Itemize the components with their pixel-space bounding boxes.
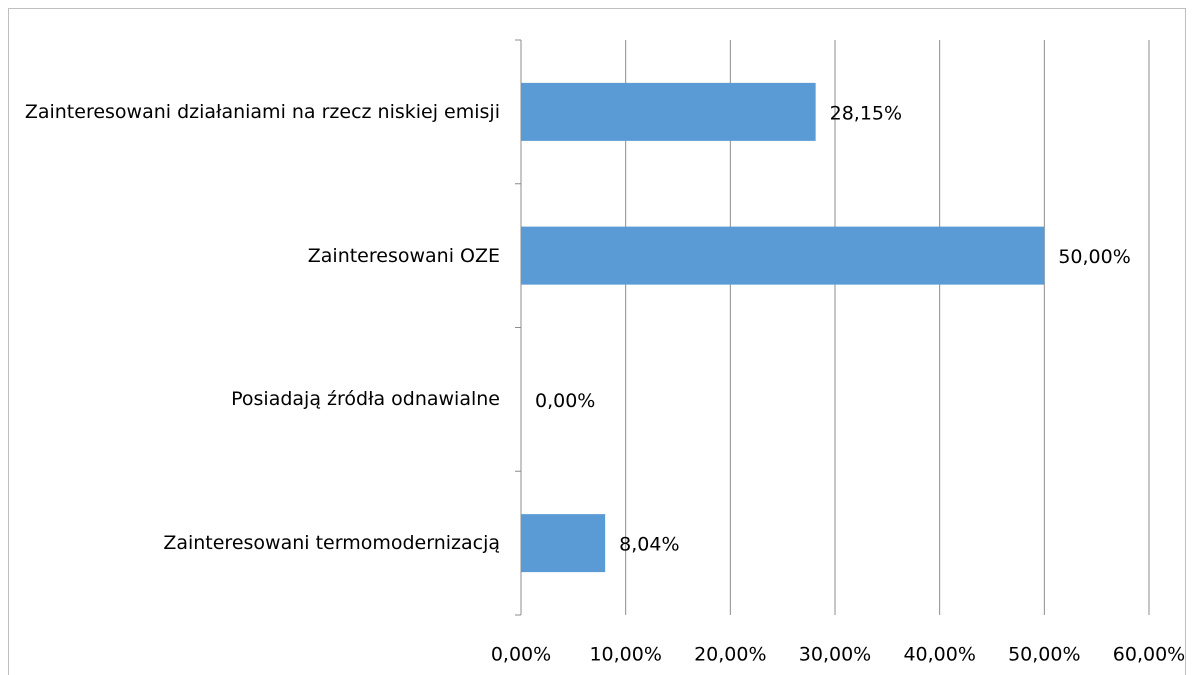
y-tick-label-box: Zainteresowani działaniami na rzecz nisk… (20, 95, 500, 129)
y-tick-label-box: Zainteresowani OZE (20, 239, 500, 273)
data-label: 50,00% (1058, 246, 1130, 268)
y-tick-label: Zainteresowani OZE (307, 244, 500, 267)
y-tick-label: Zainteresowani termomodernizacją (163, 532, 500, 555)
y-tick-label: Posiadają źródła odnawialne (231, 388, 500, 411)
x-tick-label: 20,00% (694, 644, 766, 666)
bar (521, 514, 606, 573)
x-tick-label: 40,00% (903, 644, 975, 666)
y-tick-label-box: Zainteresowani termomodernizacją (20, 526, 500, 560)
y-tick-label-box: Posiadają źródła odnawialne (20, 382, 500, 416)
x-tick-label: 0,00% (491, 644, 551, 666)
x-tick-label: 30,00% (799, 644, 871, 666)
y-tick-label: Zainteresowani działaniami na rzecz nisk… (24, 100, 500, 123)
data-label: 8,04% (619, 534, 679, 556)
x-tick-label: 50,00% (1008, 644, 1080, 666)
chart-frame (8, 8, 1186, 675)
bar (521, 226, 1045, 285)
bar (521, 82, 816, 141)
data-label: 0,00% (535, 390, 595, 412)
x-tick-label: 60,00% (1113, 644, 1185, 666)
data-label: 28,15% (830, 102, 902, 124)
x-tick-label: 10,00% (589, 644, 661, 666)
